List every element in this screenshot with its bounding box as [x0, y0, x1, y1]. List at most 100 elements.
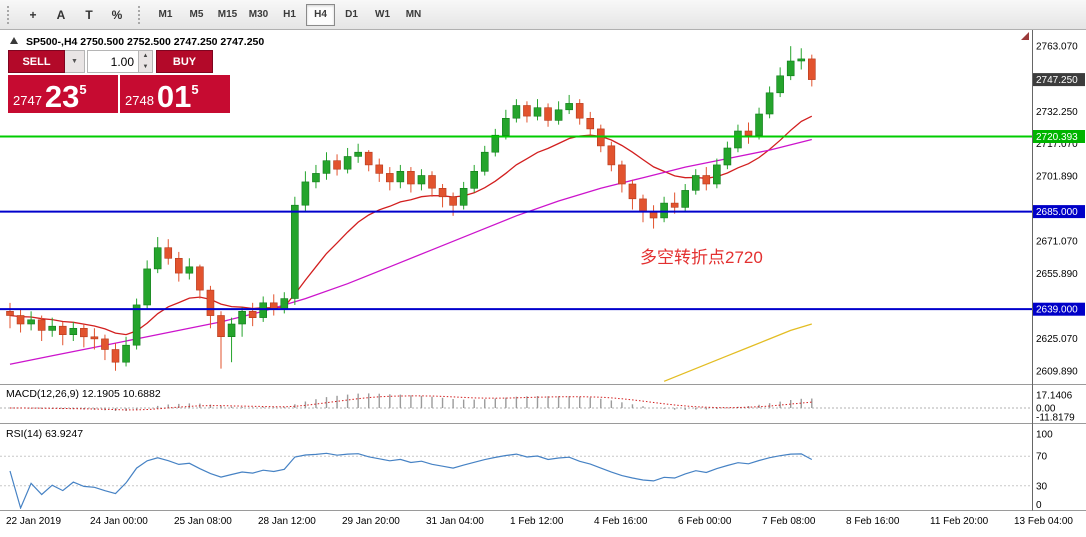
one-click-toggle-icon[interactable]	[10, 37, 18, 44]
candle	[776, 75, 784, 94]
candle	[544, 107, 552, 121]
timeframe-m1-button[interactable]: M1	[158, 9, 173, 20]
price-scale-label: 2717.070	[1036, 139, 1078, 150]
sell-price-big: 23	[44, 79, 80, 114]
price-scale-label: 2671.070	[1036, 237, 1078, 248]
buy-price-prefix: 2748	[125, 93, 154, 108]
macd-label: MACD(12,26,9) 12.1905 10.6882	[6, 388, 161, 400]
rsi-label: RSI(14) 63.9247	[6, 428, 83, 440]
symbol-ohlc-header: SP500-,H4 2750.500 2752.500 2747.250 274…	[26, 36, 264, 48]
sell-price-tile[interactable]: 2747 23 5	[8, 75, 118, 113]
candle	[122, 344, 130, 363]
candle	[565, 103, 573, 111]
sell-button[interactable]: SELL	[8, 50, 65, 73]
candle	[428, 175, 436, 189]
volume-stepper: ▲ ▼	[139, 50, 153, 73]
percent-draw-icon[interactable]: %	[111, 7, 123, 22]
sell-price-sup: 5	[79, 82, 87, 97]
crosshair-icon[interactable]: +	[29, 7, 37, 22]
candle	[227, 323, 236, 337]
candle	[607, 145, 616, 166]
candle	[301, 181, 310, 206]
volume-increase-button[interactable]: ▲	[139, 51, 152, 62]
macd-axis-label: -11.8179	[1036, 412, 1075, 423]
price-scale-label: 2763.070	[1036, 42, 1078, 53]
candle	[491, 134, 500, 153]
candle	[248, 310, 257, 318]
candle	[185, 266, 194, 274]
price-scale-label: 2655.890	[1036, 269, 1078, 280]
level-price-label-1-box	[1033, 205, 1085, 219]
timeframe-m5-button[interactable]: M5	[189, 9, 204, 20]
toolbar-grip[interactable]	[7, 5, 12, 24]
rsi-axis-label: 0	[1036, 500, 1042, 511]
candle	[291, 204, 299, 299]
main-chart-panel	[0, 46, 1032, 382]
candle	[417, 175, 426, 185]
scroll-anchor-icon[interactable]	[1021, 32, 1029, 40]
time-axis[interactable]: 22 Jan 2019 24 Jan 00:00 25 Jan 08:00 28 Ja…	[6, 516, 1073, 527]
level-price-label-2-text: 2639.000	[1036, 305, 1078, 316]
candle	[786, 60, 795, 77]
candle	[807, 58, 816, 80]
rsi-axis-label: 100	[1036, 430, 1053, 441]
time-label: 7 Feb 08:00	[762, 516, 816, 527]
volume-input[interactable]	[87, 50, 139, 73]
rsi-panel	[0, 452, 1032, 509]
drawing-tools-group: + A T%	[19, 3, 131, 27]
candle	[153, 247, 162, 270]
time-label: 31 Jan 04:00	[426, 516, 484, 527]
timeframe-m15-button[interactable]: M15	[217, 9, 238, 20]
time-label: 4 Feb 16:00	[594, 516, 648, 527]
candle	[58, 325, 67, 336]
text-icon[interactable]: A	[56, 7, 66, 22]
timeframe-d1-button[interactable]: D1	[345, 9, 358, 20]
volume-dropdown[interactable]: ▼	[65, 50, 85, 73]
candle	[312, 173, 320, 183]
toolbar-grip[interactable]	[138, 5, 143, 24]
candle	[175, 257, 183, 274]
candles-layer	[6, 46, 816, 371]
timeframe-h1-button[interactable]: H1	[283, 9, 296, 20]
candle	[396, 171, 405, 183]
buy-price-tile[interactable]: 2748 01 5	[120, 75, 230, 113]
one-click-trading-panel: SELL ▼ ▲ ▼ BUY 2747 23 5 2748 01 5	[8, 50, 230, 113]
timeframe-m30-button[interactable]: M30	[248, 9, 269, 20]
time-label: 29 Jan 20:00	[342, 516, 400, 527]
time-label: 6 Feb 00:00	[678, 516, 732, 527]
timeframe-mn-button[interactable]: MN	[405, 9, 422, 20]
candle	[438, 188, 447, 198]
price-axis[interactable]: 2763.070 2732.250 2717.070 2701.890 2671.070…	[1033, 42, 1085, 512]
level-price-label-2-box	[1033, 302, 1085, 316]
candle	[132, 304, 141, 346]
candle	[702, 175, 711, 185]
timeframe-w1-button[interactable]: W1	[375, 9, 390, 20]
timeframe-h4-button[interactable]: H4	[306, 3, 335, 26]
macd-axis-label: 0.00	[1036, 404, 1056, 415]
candle	[238, 310, 246, 325]
current-price-label-text: 2747.250	[1036, 75, 1078, 86]
candle	[554, 109, 563, 121]
horizontal-level-lines[interactable]	[0, 135, 1032, 311]
current-price-label-box	[1033, 73, 1085, 87]
buy-button[interactable]: BUY	[156, 50, 213, 73]
time-label: 28 Jan 12:00	[258, 516, 316, 527]
candle	[470, 171, 479, 189]
rsi-line	[9, 452, 813, 509]
level-price-label-0-box	[1033, 130, 1085, 143]
candle	[628, 183, 637, 200]
ma-slow-line	[9, 138, 812, 365]
volume-decrease-button[interactable]: ▼	[139, 61, 152, 72]
candle	[259, 302, 268, 318]
candle	[196, 266, 204, 291]
candle	[765, 92, 774, 115]
text-label-icon[interactable]: T	[85, 7, 93, 22]
candle	[533, 107, 542, 117]
candle	[670, 202, 679, 208]
candle	[80, 327, 88, 338]
candle	[69, 327, 78, 335]
time-label: 1 Feb 12:00	[510, 516, 564, 527]
candle	[206, 289, 215, 316]
candle	[333, 160, 341, 170]
candle	[48, 325, 57, 331]
